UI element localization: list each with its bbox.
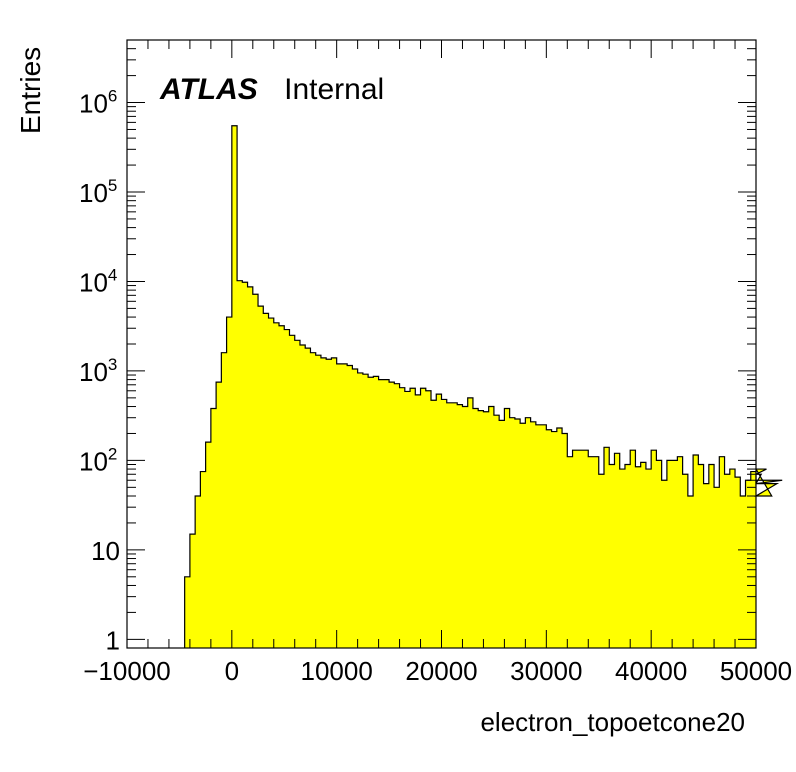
- y-tick-label-exp: 5: [108, 176, 117, 195]
- x-axis-label: electron_topoetcone20: [480, 707, 745, 737]
- atlas-label: ATLAS Internal: [159, 73, 384, 106]
- y-tick-label-exp: 6: [108, 87, 117, 106]
- histogram-outline: [184, 125, 783, 648]
- x-tick-labels: −10000 0 10000 20000 30000 40000 50000: [83, 656, 792, 686]
- y-tick-label: 102: [79, 444, 117, 476]
- y-tick-label-base: 10: [79, 357, 108, 387]
- atlas-label-bold: ATLAS: [159, 73, 258, 106]
- y-tick-label: 103: [79, 355, 117, 387]
- x-tick-label: 0: [225, 656, 239, 686]
- plot-frame: [126, 39, 757, 649]
- y-tick-label-exp: 2: [108, 444, 117, 463]
- axis-ticks: [126, 39, 757, 648]
- y-tick-label: 10: [91, 536, 120, 566]
- x-tick-label: 20000: [405, 656, 477, 686]
- y-tick-label-exp: 4: [108, 265, 117, 284]
- y-tick-label: 105: [79, 176, 117, 208]
- y-tick-label-exp: 3: [108, 355, 117, 374]
- y-tick-label: 106: [79, 87, 117, 119]
- x-tick-label: 50000: [720, 656, 792, 686]
- y-tick-label-base: 10: [79, 89, 108, 119]
- x-tick-label: 40000: [615, 656, 687, 686]
- atlas-label-internal: Internal: [284, 73, 384, 106]
- y-tick-label-base: 10: [79, 178, 108, 208]
- y-tick-label: 104: [79, 265, 117, 297]
- y-tick-label-base: 10: [79, 267, 108, 297]
- y-tick-label: 1: [106, 625, 120, 655]
- x-tick-label: 30000: [510, 656, 582, 686]
- y-axis-label: Entries: [15, 47, 46, 134]
- x-tick-label: 10000: [301, 656, 373, 686]
- x-tick-label: −10000: [83, 656, 170, 686]
- y-tick-label-base: 10: [79, 446, 108, 476]
- histogram-fill: [184, 125, 783, 648]
